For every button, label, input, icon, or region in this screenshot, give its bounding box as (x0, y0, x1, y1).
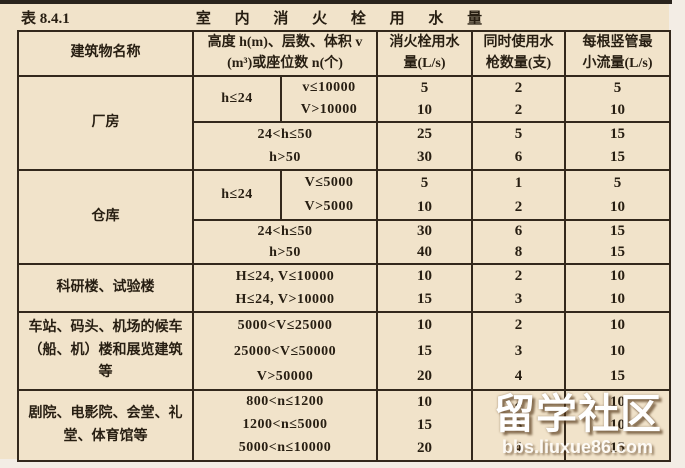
header-spec-line1: 高度 h(m)、层数、体积 v (207, 35, 363, 51)
header-flow: 消火栓用水 量(L/s) (378, 32, 473, 77)
guns-value: 2 (473, 265, 566, 289)
section-name-line: 厂房 (91, 114, 120, 130)
condition-cell: V≤5000 (282, 171, 378, 196)
page-title: 室 内 消 火 栓 用 水 量 (195, 11, 493, 27)
section-name-line: （船、机）楼和展览建筑 (28, 342, 183, 358)
condition-cell: 5000<V≤25000 (194, 313, 378, 339)
condition-cell: 1200<n≤5000 (194, 414, 378, 437)
table-number: 表 8.4.1 (21, 11, 70, 27)
guns-value: 4 (473, 437, 566, 460)
flow-value: 40 (378, 243, 473, 265)
table-caption-row: 表 8.4.1 室 内 消 火 栓 用 水 量 (17, 7, 671, 29)
section-name-theater: 剧院、电影院、会堂、礼 堂、体育馆等 (19, 391, 194, 460)
section-name-line: 仓库 (91, 208, 120, 224)
riser-value: 10 (566, 196, 669, 221)
riser-value: 15 (610, 223, 625, 240)
section-name-station: 车站、码头、机场的候车 （船、机）楼和展览建筑 等 (19, 313, 194, 391)
flow-value: 15 (378, 414, 473, 437)
flow-value: 10 (378, 391, 473, 414)
guns-value: 4 (473, 365, 566, 391)
section-name-line: 车站、码头、机场的候车 (28, 320, 183, 336)
guns-value: 6 (473, 147, 566, 171)
header-guns-line2: 枪数量(支) (485, 55, 552, 71)
fire-hydrant-water-table: 建筑物名称 高度 h(m)、层数、体积 v (m³)或座位数 n(个) 消火栓用… (17, 30, 671, 462)
header-riser-line2: 小流量(L/s) (582, 55, 653, 71)
guns-value: 2 (473, 313, 566, 339)
guns-value: 2 (473, 391, 566, 414)
guns-value: 3 (473, 414, 566, 437)
riser-value: 10 (610, 317, 625, 334)
flow-value: 30 (378, 147, 473, 171)
height-group-cell: h≤24 (194, 77, 282, 123)
top-bar (0, 0, 672, 4)
section-name-warehouse: 仓库 (19, 171, 194, 265)
condition-cell: 24<h≤50 (194, 123, 378, 147)
height-group-cell: h≤24 (194, 171, 282, 221)
flow-value: 30 (378, 221, 473, 243)
guns-value: 3 (473, 289, 566, 313)
riser-value: 15 (566, 243, 669, 265)
condition-cell: v≤10000 (282, 77, 378, 100)
condition-cell: V>50000 (194, 365, 378, 391)
flow-value: 10 (378, 313, 473, 339)
riser-value: 5 (613, 174, 622, 191)
riser-value: 10 (610, 268, 625, 285)
riser-value: 15 (610, 126, 625, 143)
riser-value: 10 (610, 416, 625, 433)
guns-value: 1 (473, 171, 566, 196)
flow-value: 10 (378, 265, 473, 289)
section-name-factory: 厂房 (19, 77, 194, 171)
condition-cell: 5000<n≤10000 (194, 437, 378, 460)
header-riser-line1: 每根竖管最 (582, 35, 653, 51)
header-guns-line1: 同时使用水 (483, 35, 554, 51)
riser-value: 10 (610, 343, 625, 360)
flow-value: 20 (378, 437, 473, 460)
condition-cell: h>50 (194, 243, 378, 265)
condition-cell: V>5000 (282, 196, 378, 221)
riser-value: 10 (566, 100, 669, 123)
flow-value: 5 (378, 171, 473, 196)
section-name-line: 剧院、电影院、会堂、礼 (28, 406, 183, 422)
flow-value: 20 (378, 365, 473, 391)
riser-value: 15 (610, 439, 625, 456)
guns-value: 2 (473, 77, 566, 100)
header-building-label: 建筑物名称 (70, 45, 141, 61)
guns-value: 6 (473, 221, 566, 243)
riser-value: 10 (610, 393, 625, 410)
section-name-line: 堂、体育馆等 (63, 428, 148, 444)
condition-cell: V>10000 (282, 100, 378, 123)
flow-value: 25 (378, 123, 473, 147)
header-riser: 每根竖管最 小流量(L/s) (566, 32, 669, 77)
header-spec: 高度 h(m)、层数、体积 v (m³)或座位数 n(个) (194, 32, 378, 77)
condition-cell: 25000<V≤50000 (194, 339, 378, 365)
condition-cell: h>50 (194, 147, 378, 171)
condition-cell: H≤24, V≤10000 (194, 265, 378, 289)
condition-cell: 24<h≤50 (194, 221, 378, 243)
section-name-line: 等 (98, 365, 113, 381)
riser-value: 5 (613, 79, 622, 96)
riser-value: 10 (566, 289, 669, 313)
header-building: 建筑物名称 (19, 32, 194, 77)
guns-value: 8 (473, 243, 566, 265)
flow-value: 10 (378, 100, 473, 123)
riser-value: 15 (566, 365, 669, 391)
guns-value: 5 (473, 123, 566, 147)
condition-cell: H≤24, V>10000 (194, 289, 378, 313)
flow-value: 15 (378, 339, 473, 365)
guns-value: 2 (473, 100, 566, 123)
guns-value: 3 (473, 339, 566, 365)
guns-value: 2 (473, 196, 566, 221)
section-name-research: 科研楼、试验楼 (19, 265, 194, 313)
condition-cell: 800<n≤1200 (194, 391, 378, 414)
header-guns: 同时使用水 枪数量(支) (473, 32, 566, 77)
riser-value: 15 (566, 147, 669, 171)
header-flow-line1: 消火栓用水 (389, 35, 460, 51)
flow-value: 5 (378, 77, 473, 100)
header-flow-line2: 量(L/s) (403, 55, 446, 71)
header-spec-line2: (m³)或座位数 n(个) (227, 55, 343, 71)
section-name-line: 科研楼、试验楼 (56, 279, 155, 295)
flow-value: 15 (378, 289, 473, 313)
flow-value: 10 (378, 196, 473, 221)
